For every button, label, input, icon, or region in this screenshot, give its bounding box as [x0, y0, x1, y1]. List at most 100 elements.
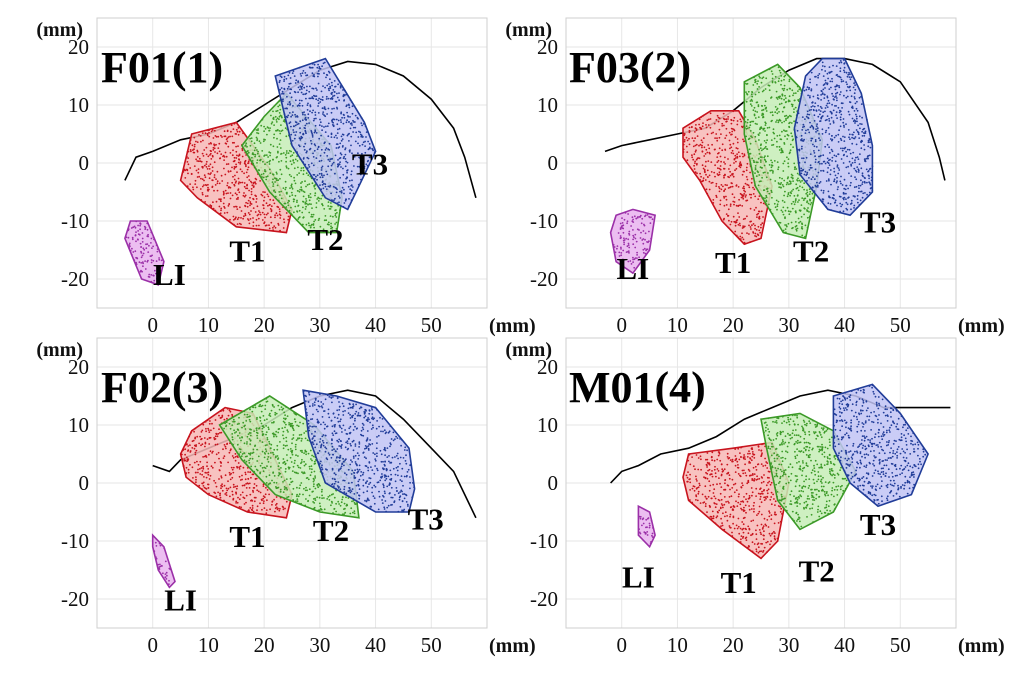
data-point — [203, 179, 205, 182]
data-point — [694, 144, 697, 147]
data-point — [838, 61, 841, 64]
data-point — [198, 468, 201, 470]
data-point — [788, 78, 791, 81]
data-point — [250, 210, 252, 212]
data-point — [747, 90, 750, 93]
data-point — [245, 201, 248, 204]
data-point — [230, 130, 232, 133]
data-point — [274, 433, 277, 436]
data-point — [340, 121, 342, 123]
data-point — [269, 216, 272, 219]
data-point — [252, 491, 255, 493]
data-point — [196, 141, 199, 144]
data-point — [776, 203, 779, 206]
data-point — [153, 550, 156, 553]
data-point — [777, 223, 780, 226]
data-point — [760, 81, 763, 84]
data-point — [693, 153, 696, 156]
data-point — [218, 205, 221, 208]
data-point — [763, 164, 766, 167]
data-point — [792, 138, 795, 141]
data-point — [343, 502, 346, 505]
data-point — [301, 181, 303, 183]
data-point — [302, 166, 305, 169]
data-point — [153, 238, 155, 241]
data-point — [157, 276, 160, 279]
data-point — [778, 186, 781, 189]
data-point — [300, 75, 303, 77]
data-point — [168, 567, 171, 570]
data-point — [840, 158, 843, 160]
data-point — [710, 132, 713, 135]
data-point — [274, 214, 276, 217]
data-point — [290, 163, 293, 166]
data-point — [237, 133, 240, 136]
data-point — [298, 99, 301, 102]
data-point — [822, 75, 825, 77]
data-point — [321, 99, 324, 101]
data-point — [346, 169, 349, 171]
data-point — [781, 130, 783, 133]
data-point — [756, 111, 759, 113]
data-point — [331, 229, 334, 232]
data-point — [215, 200, 218, 203]
data-point — [685, 145, 688, 148]
data-point — [251, 473, 254, 476]
data-point — [245, 165, 247, 168]
data-point — [774, 75, 777, 78]
data-point — [265, 154, 268, 157]
data-point — [310, 203, 312, 206]
data-point — [253, 142, 256, 145]
data-point — [220, 174, 223, 177]
data-point — [236, 485, 239, 488]
data-point — [239, 494, 242, 496]
data-point — [290, 125, 292, 128]
data-point — [156, 248, 159, 251]
data-point — [862, 127, 865, 130]
data-point — [848, 113, 851, 116]
data-point — [341, 186, 344, 189]
data-point — [694, 171, 697, 174]
data-point — [843, 62, 846, 65]
data-point — [226, 443, 228, 445]
data-point — [842, 198, 845, 201]
data-point — [289, 160, 292, 163]
data-point — [317, 63, 319, 66]
data-point — [628, 252, 630, 254]
data-point — [839, 202, 842, 205]
data-point — [754, 232, 757, 235]
data-point — [632, 256, 634, 259]
data-point — [298, 66, 301, 69]
data-point — [797, 90, 799, 92]
data-point — [187, 471, 190, 474]
data-point — [847, 165, 849, 168]
data-point — [214, 135, 217, 137]
data-point — [833, 167, 835, 170]
data-point — [348, 140, 350, 142]
data-point — [205, 427, 207, 430]
data-point — [721, 125, 724, 127]
data-point — [848, 160, 851, 163]
data-point — [332, 125, 335, 128]
data-point — [293, 167, 296, 170]
data-point — [871, 171, 873, 174]
data-point — [197, 171, 200, 174]
data-point — [802, 123, 805, 126]
data-point — [824, 131, 827, 134]
data-point — [342, 181, 345, 184]
data-point — [280, 130, 283, 133]
data-point — [266, 438, 269, 441]
data-point — [345, 496, 347, 499]
data-point — [288, 209, 291, 212]
data-point — [749, 130, 752, 132]
data-point — [293, 131, 295, 134]
data-point — [850, 76, 853, 78]
data-point — [196, 460, 198, 463]
data-point — [797, 99, 800, 101]
data-point — [246, 187, 249, 190]
data-point — [271, 421, 273, 424]
data-point — [632, 234, 635, 237]
data-point — [275, 171, 278, 174]
data-point — [278, 112, 281, 114]
data-point — [220, 426, 223, 429]
